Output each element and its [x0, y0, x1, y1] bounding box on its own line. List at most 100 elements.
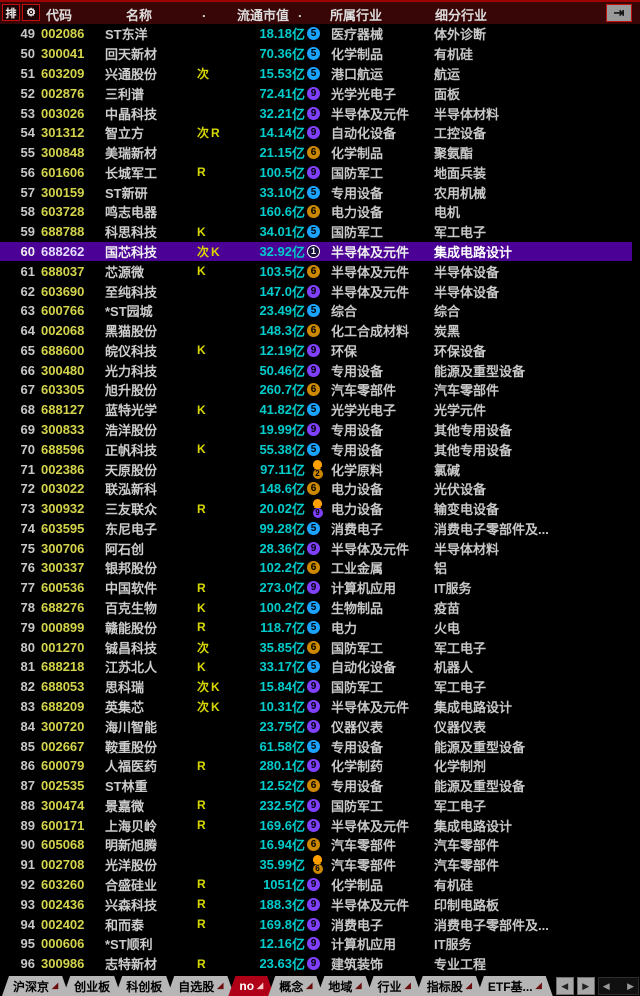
table-row[interactable]: 66 300480 光力科技 50.46 亿 9 专用设备 能源及重型设备	[0, 360, 632, 380]
table-row[interactable]: 73 300932 三友联众 R 20.02 亿 9 电力设备 输变电设备	[0, 499, 632, 519]
table-row[interactable]: 71 002386 天原股份 97.11 亿 2 化学原料 氯碱	[0, 459, 632, 479]
column-header-code[interactable]: 代码	[46, 8, 73, 23]
table-row[interactable]: 84 300720 海川智能 23.75 亿 9 仪器仪表 仪器仪表	[0, 716, 632, 736]
table-row[interactable]: 64 002068 黑猫股份 148.3 亿 6 化工合成材料 炭黑	[0, 321, 632, 341]
table-row[interactable]: 95 000606 *ST顺利 12.16 亿 9 计算机应用 IT服务	[0, 934, 632, 954]
tab-地域[interactable]: 地域 ◢	[317, 976, 372, 996]
table-row[interactable]: 83 688209 英集芯 次K 10.31 亿 9 半导体及元件 集成电路设计	[0, 697, 632, 717]
table-row[interactable]: 69 300833 浩洋股份 19.99 亿 9 专用设备 其他专用设备	[0, 420, 632, 440]
market-cap-value: 169.8	[259, 916, 292, 932]
table-row[interactable]: 62 603690 至纯科技 147.0 亿 9 半导体及元件 半导体设备	[0, 281, 632, 301]
tab-no[interactable]: no ◢	[228, 976, 274, 996]
column-header-market-cap[interactable]: 流通市值	[237, 8, 290, 23]
table-row[interactable]: 78 688276 百克生物 K 100.2 亿 5 生物制品 疫苗	[0, 598, 632, 618]
table-row[interactable]: 93 002436 兴森科技 R 188.3 亿 9 半导体及元件 印制电路板	[0, 894, 632, 914]
industry-cell: 国防军工	[331, 798, 384, 814]
tab-自选股[interactable]: 自选股 ◢	[167, 976, 234, 996]
market-cap-unit: 亿	[292, 640, 306, 656]
table-row[interactable]: 81 688218 江苏北人 K 33.17 亿 5 自动化设备 机器人	[0, 657, 632, 677]
stock-code: 688596	[41, 441, 85, 457]
table-row[interactable]: 57 300159 ST新研 33.10 亿 5 专用设备 农用机械	[0, 182, 632, 202]
tab-scroll-left-button[interactable]: ◀	[555, 977, 574, 995]
rank-cell: 57	[20, 184, 35, 200]
table-row[interactable]: 90 605068 明新旭腾 16.94 亿 6 汽车零部件 汽车零部件	[0, 835, 632, 855]
table-row[interactable]: 82 688053 思科瑞 次K 15.84 亿 9 国防军工 军工电子	[0, 677, 632, 697]
table-row[interactable]: 68 688127 蓝特光学 K 41.82 亿 5 光学光电子 光学元件	[0, 400, 632, 420]
industry-cell: 专用设备	[331, 185, 384, 201]
column-header-sub-industry[interactable]: 细分行业	[435, 8, 488, 23]
table-row[interactable]: 65 688600 皖仪科技 K 12.19 亿 9 环保 环保设备	[0, 341, 632, 361]
table-row[interactable]: 52 002876 三利谱 72.41 亿 9 光学光电子 面板	[0, 83, 632, 103]
table-row[interactable]: 76 300337 银邦股份 102.2 亿 6 工业金属 铝	[0, 558, 632, 578]
tab-沪深京[interactable]: 沪深京 ◢	[2, 976, 69, 996]
table-row[interactable]: 85 002667 鞍重股份 61.58 亿 5 专用设备 能源及重型设备	[0, 736, 632, 756]
table-row[interactable]: 61 688037 芯源微 K 103.5 亿 6 半导体及元件 半导体设备	[0, 261, 632, 281]
table-row[interactable]: 70 688596 正帆科技 K 55.38 亿 5 专用设备 其他专用设备	[0, 439, 632, 459]
sub-industry-cell: 军工电子	[434, 640, 487, 656]
scrollbar-right-arrow-icon[interactable]: ▶	[627, 980, 634, 991]
report-number-badge: 9	[307, 798, 320, 812]
tab-概念[interactable]: 概念 ◢	[268, 976, 323, 996]
tab-科创板[interactable]: 科创板	[115, 976, 173, 996]
table-row[interactable]: 51 603209 兴通股份 次 15.53 亿 5 港口航运 航运	[0, 64, 632, 84]
sub-industry-cell: 有机硅	[434, 47, 474, 63]
horizontal-scrollbar[interactable]: ◀ ▶	[597, 977, 639, 995]
table-row[interactable]: 94 002402 和而泰 R 169.8 亿 9 消费电子 消费电子零部件及.…	[0, 914, 632, 934]
gear-icon[interactable]: ⚙	[22, 4, 40, 21]
column-header-industry[interactable]: 所属行业	[330, 8, 383, 23]
rank-sort-icon[interactable]: 排	[2, 4, 20, 21]
report-number-badge: 9	[307, 106, 320, 120]
stock-code: 300041	[41, 46, 85, 62]
rank-cell: 79	[20, 619, 35, 635]
tab-行业[interactable]: 行业 ◢	[367, 976, 422, 996]
table-row[interactable]: 54 301312 智立方 次R 14.14 亿 9 自动化设备 工控设备	[0, 123, 632, 143]
table-row[interactable]: 74 603595 东尼电子 99.28 亿 5 消费电子 消费电子零部件及..…	[0, 519, 632, 539]
stock-name: 英集芯	[105, 699, 145, 715]
table-row[interactable]: 80 001270 铖昌科技 次 35.85 亿 6 国防军工 军工电子	[0, 637, 632, 657]
report-number-badge: 5	[307, 739, 320, 753]
goto-end-icon[interactable]: ⇥	[606, 4, 632, 22]
table-row[interactable]: 53 003026 中晶科技 32.21 亿 9 半导体及元件 半导体材料	[0, 103, 632, 123]
table-row[interactable]: 77 600536 中国软件 R 273.0 亿 9 计算机应用 IT服务	[0, 578, 632, 598]
tab-指标股[interactable]: 指标股 ◢	[416, 976, 483, 996]
sort-indicator-dot: .	[298, 5, 302, 20]
stock-name: 光力科技	[105, 363, 158, 379]
table-row[interactable]: 63 600766 *ST园城 23.49 亿 5 综合 综合	[0, 301, 632, 321]
stock-code: 601606	[41, 164, 85, 180]
table-row[interactable]: 75 300706 阿石创 28.36 亿 9 半导体及元件 半导体材料	[0, 538, 632, 558]
sub-industry-cell: 火电	[434, 620, 461, 636]
column-header-name[interactable]: 名称	[126, 8, 153, 23]
table-row[interactable]: 49 002086 ST东洋 18.18 亿 5 医疗器械 体外诊断	[0, 24, 632, 44]
table-row[interactable]: 58 603728 鸣志电器 160.6 亿 6 电力设备 电机	[0, 202, 632, 222]
tab-创业板[interactable]: 创业板	[63, 976, 121, 996]
industry-cell: 仪器仪表	[331, 719, 384, 735]
table-row[interactable]: 60 688262 国芯科技 次K 32.92 亿 1 半导体及元件 集成电路设…	[0, 241, 632, 262]
scrollbar-left-arrow-icon[interactable]: ◀	[602, 980, 610, 991]
table-row[interactable]: 86 600079 人福医药 R 280.1 亿 9 化学制药 化学制剂	[0, 756, 632, 776]
rank-cell: 80	[20, 639, 35, 655]
rank-cell: 60	[20, 243, 35, 259]
stock-name: 人福医药	[105, 759, 158, 775]
table-row[interactable]: 92 603260 合盛硅业 R 1051 亿 9 化学制品 有机硅	[0, 875, 632, 895]
table-row[interactable]: 59 688788 科思科技 K 34.01 亿 5 国防军工 军工电子	[0, 222, 632, 242]
table-row[interactable]: 56 601606 长城军工 R 100.5 亿 9 国防军工 地面兵装	[0, 162, 632, 182]
badge-cell: 2	[306, 459, 328, 479]
tab-ETF基...[interactable]: ETF基... ◢	[477, 976, 553, 996]
rank-cell: 81	[20, 659, 35, 675]
table-row[interactable]: 67 603305 旭升股份 260.7 亿 6 汽车零部件 汽车零部件	[0, 380, 632, 400]
tab-scroll-right-button[interactable]: ▶	[576, 977, 595, 995]
table-row[interactable]: 50 300041 回天新材 70.36 亿 5 化学制品 有机硅	[0, 44, 632, 64]
report-number-badge: 6	[307, 146, 320, 160]
table-row[interactable]: 55 300848 美瑞新材 21.15 亿 6 化学制品 聚氨酯	[0, 143, 632, 163]
stock-tags: R	[197, 897, 208, 912]
table-row[interactable]: 72 003022 联泓新科 148.6 亿 6 电力设备 光伏设备	[0, 479, 632, 499]
table-row[interactable]: 89 600171 上海贝岭 R 169.6 亿 9 半导体及元件 集成电路设计	[0, 815, 632, 835]
table-row[interactable]: 91 002708 光洋股份 35.99 亿 6 汽车零部件 汽车零部件	[0, 855, 632, 875]
alert-bell-icon	[313, 855, 322, 865]
stock-name: 皖仪科技	[105, 343, 158, 359]
rank-cell: 61	[20, 263, 35, 279]
table-row[interactable]: 96 300986 志特新材 R 23.63 亿 9 建筑装饰 专业工程	[0, 954, 632, 974]
table-row[interactable]: 79 000899 赣能股份 R 118.7 亿 5 电力 火电	[0, 617, 632, 637]
table-row[interactable]: 87 002535 ST林重 12.52 亿 6 专用设备 能源及重型设备	[0, 776, 632, 796]
table-row[interactable]: 88 300474 景嘉微 R 232.5 亿 9 国防军工 军工电子	[0, 795, 632, 815]
